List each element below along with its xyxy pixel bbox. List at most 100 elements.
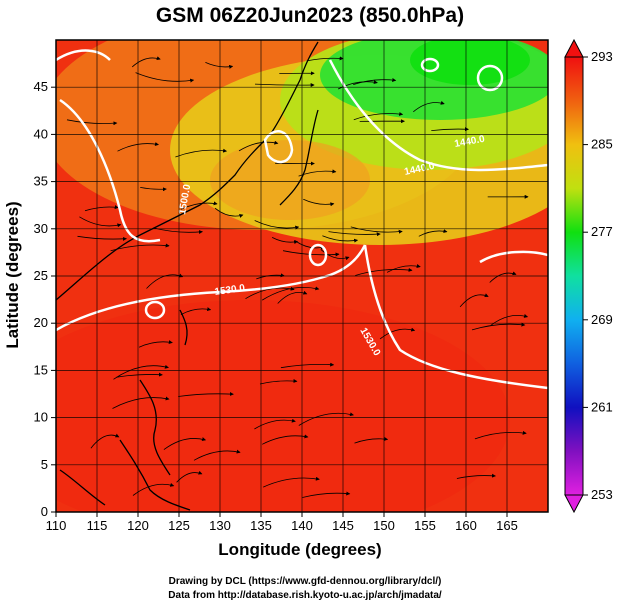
- streamline: [214, 207, 244, 218]
- streamline: [116, 372, 163, 378]
- colorbar-tick-label: 293: [591, 49, 613, 64]
- colorbar-tick-label: 261: [591, 399, 613, 414]
- y-tick-label: 35: [34, 174, 48, 189]
- y-axis-label: Latitude (degrees): [3, 201, 22, 348]
- y-tick-label: 15: [34, 362, 48, 377]
- streamline: [238, 140, 279, 152]
- streamline: [140, 187, 167, 192]
- streamline: [474, 430, 527, 440]
- streamline: [254, 83, 315, 88]
- streamline: [456, 473, 496, 479]
- plot-area: 1440.0 1440.0 1500.0 1530.0 1530.0: [56, 40, 548, 512]
- x-tick-label: 110: [46, 518, 67, 533]
- x-tick-label: 130: [209, 518, 231, 533]
- streamline: [256, 273, 285, 280]
- streamline: [489, 271, 517, 283]
- streamline: [263, 476, 320, 488]
- streamline: [280, 362, 335, 369]
- coastlines: [56, 41, 319, 511]
- streamline: [320, 249, 350, 261]
- streamline: [471, 322, 526, 331]
- colorbar-tick-label: 285: [591, 137, 613, 152]
- streamline: [175, 148, 228, 158]
- streamline: [132, 482, 175, 496]
- streamline: [79, 216, 122, 228]
- streamline: [306, 56, 344, 62]
- streamline: [254, 418, 296, 430]
- x-tick-label: 140: [291, 518, 313, 533]
- y-tick-label: 45: [34, 79, 48, 94]
- x-tick-label: 115: [87, 518, 108, 533]
- y-tick-label: 10: [34, 410, 48, 425]
- x-tick-label: 150: [373, 518, 395, 533]
- x-tick-label: 165: [496, 518, 518, 533]
- streamline: [298, 412, 354, 426]
- colorbar-tick-label: 277: [591, 224, 613, 239]
- streamline: [113, 364, 169, 380]
- streamline: [66, 119, 118, 126]
- colorbar: 293 285 277 269 261 253: [564, 38, 613, 514]
- geopotential-contours: [56, 49, 548, 390]
- graticule: [56, 40, 548, 512]
- streamline: [355, 267, 413, 276]
- y-tick-label: 30: [34, 221, 48, 236]
- streamline: [353, 111, 404, 121]
- streamline: [328, 231, 381, 237]
- streamline: [138, 340, 173, 348]
- streamline: [302, 491, 351, 498]
- y-tick-label: 40: [34, 126, 48, 141]
- contour-label-1500-west: 1500.0: [177, 183, 193, 215]
- colorbar-tick-label: 253: [591, 487, 613, 502]
- streamline: [418, 229, 448, 237]
- streamline: [135, 72, 195, 83]
- y-tick-label: 25: [34, 268, 48, 283]
- streamline: [431, 127, 469, 132]
- x-tick-label: 135: [250, 518, 272, 533]
- contour-label-1440-north: 1440.0: [454, 134, 486, 150]
- y-tick-label: 0: [41, 504, 48, 519]
- streamline: [90, 433, 120, 449]
- temperature-region-red-south: [56, 300, 510, 512]
- x-axis: 110 115 120 125 130 135 140 145 150 155 160 165: [46, 512, 518, 533]
- y-tick-label: 20: [34, 315, 48, 330]
- streamline: [277, 290, 308, 304]
- credit-drawing: Drawing by DCL (https://www.gfd-dennou.o…: [169, 576, 442, 587]
- streamline: [262, 434, 309, 445]
- streamline: [112, 396, 170, 409]
- streamline: [322, 235, 359, 243]
- chart-title: GSM 06Z20Jun2023 (850.0hPa): [156, 4, 464, 27]
- y-tick-label: 5: [41, 457, 48, 472]
- streamline: [303, 198, 335, 207]
- x-tick-label: 120: [127, 518, 149, 533]
- streamline: [84, 205, 119, 212]
- streamline: [259, 379, 298, 385]
- x-tick-label: 125: [168, 518, 190, 533]
- streamline: [180, 201, 218, 210]
- colorbar-ticks: 293 285 277 269 261 253: [583, 49, 613, 502]
- colorbar-bottom-cap: [564, 494, 584, 514]
- streamline: [271, 237, 299, 245]
- streamline: [386, 264, 421, 273]
- colorbar-top-cap: [564, 38, 584, 58]
- streamline: [354, 436, 389, 444]
- wind-streamlines: [66, 56, 529, 498]
- streamline: [205, 62, 234, 69]
- streamline: [180, 307, 212, 315]
- streamline: [193, 449, 241, 461]
- streamline: [379, 327, 416, 340]
- streamline: [413, 100, 445, 113]
- streamline: [261, 286, 320, 301]
- streamline: [178, 392, 234, 397]
- credit-data: Data from http://database.rish.kyoto-u.a…: [168, 590, 442, 601]
- streamline: [131, 56, 161, 68]
- x-tick-label: 145: [332, 518, 354, 533]
- contour-label-1530-south: 1530.0: [214, 283, 246, 298]
- colorbar-gradient: [564, 56, 584, 496]
- streamline: [254, 220, 300, 230]
- streamline: [350, 226, 403, 234]
- x-axis-label: Longitude (degrees): [218, 540, 381, 559]
- streamline: [163, 437, 207, 450]
- x-tick-label: 155: [414, 518, 436, 533]
- x-tick-label: 160: [455, 518, 477, 533]
